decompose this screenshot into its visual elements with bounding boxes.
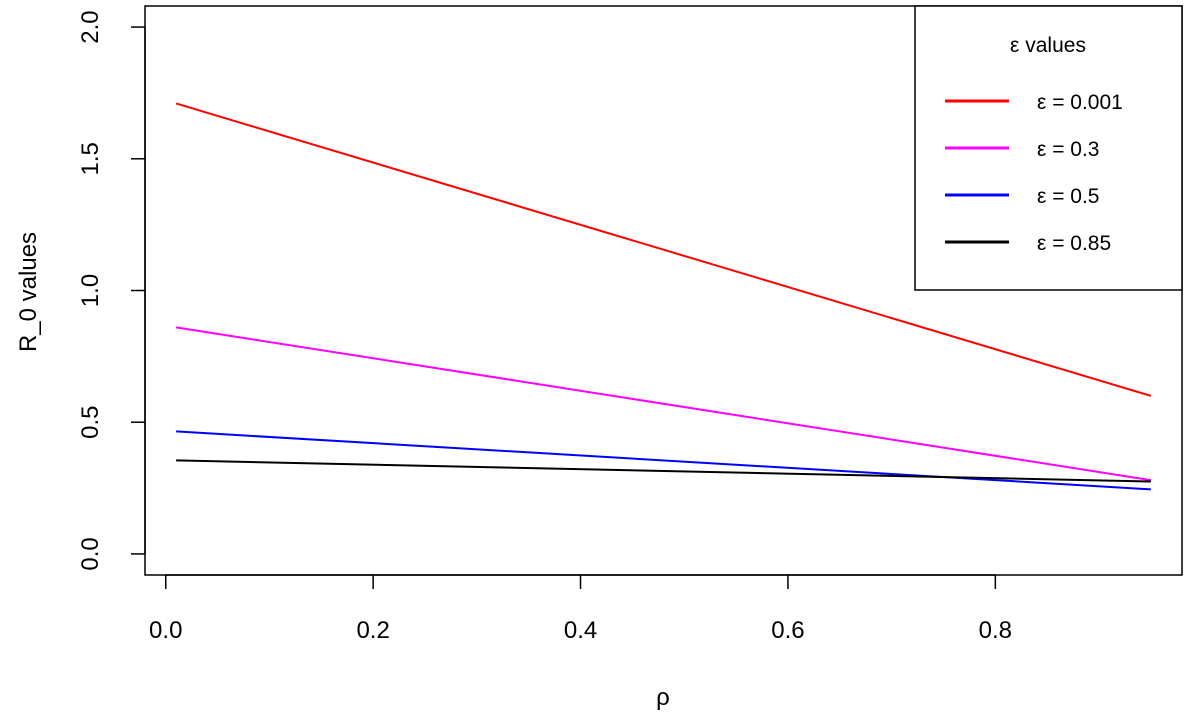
- legend-label: ε = 0.85: [1037, 232, 1111, 255]
- legend-label: ε = 0.5: [1037, 185, 1100, 208]
- y-tick-label: 0.0: [77, 537, 104, 570]
- x-axis: 0.0 0.2 0.4 0.6 0.8: [149, 574, 1012, 644]
- x-tick-label: 0.4: [564, 617, 597, 644]
- series-line: [175, 102, 1152, 397]
- series-line: [176, 430, 1151, 491]
- series-line: [175, 326, 1152, 482]
- legend-items: ε = 0.001 ε = 0.3 ε = 0.5 ε = 0.85: [945, 91, 1123, 255]
- y-tick-label: 1.0: [77, 274, 104, 307]
- x-tick-label: 0.2: [356, 617, 389, 644]
- y-tick-label: 0.5: [77, 406, 104, 439]
- legend: ε values ε = 0.001 ε = 0.3 ε = 0.5 ε = 0.85: [914, 5, 1183, 291]
- legend-title: ε values: [1010, 34, 1086, 57]
- x-tick-label: 0.6: [771, 617, 804, 644]
- series-layer: [175, 102, 1152, 491]
- legend-label: ε = 0.3: [1037, 138, 1100, 161]
- x-axis-title: ρ: [656, 684, 670, 711]
- y-tick-label: 1.5: [77, 142, 104, 175]
- y-tick-label: 2.0: [77, 10, 104, 43]
- legend-label: ε = 0.001: [1037, 91, 1123, 114]
- x-tick-label: 0.8: [979, 617, 1012, 644]
- y-axis-title: R_0 values: [15, 232, 42, 352]
- x-tick-label: 0.0: [149, 617, 182, 644]
- series-line: [176, 459, 1151, 483]
- y-axis: 0.0 0.5 1.0 1.5 2.0: [77, 10, 146, 571]
